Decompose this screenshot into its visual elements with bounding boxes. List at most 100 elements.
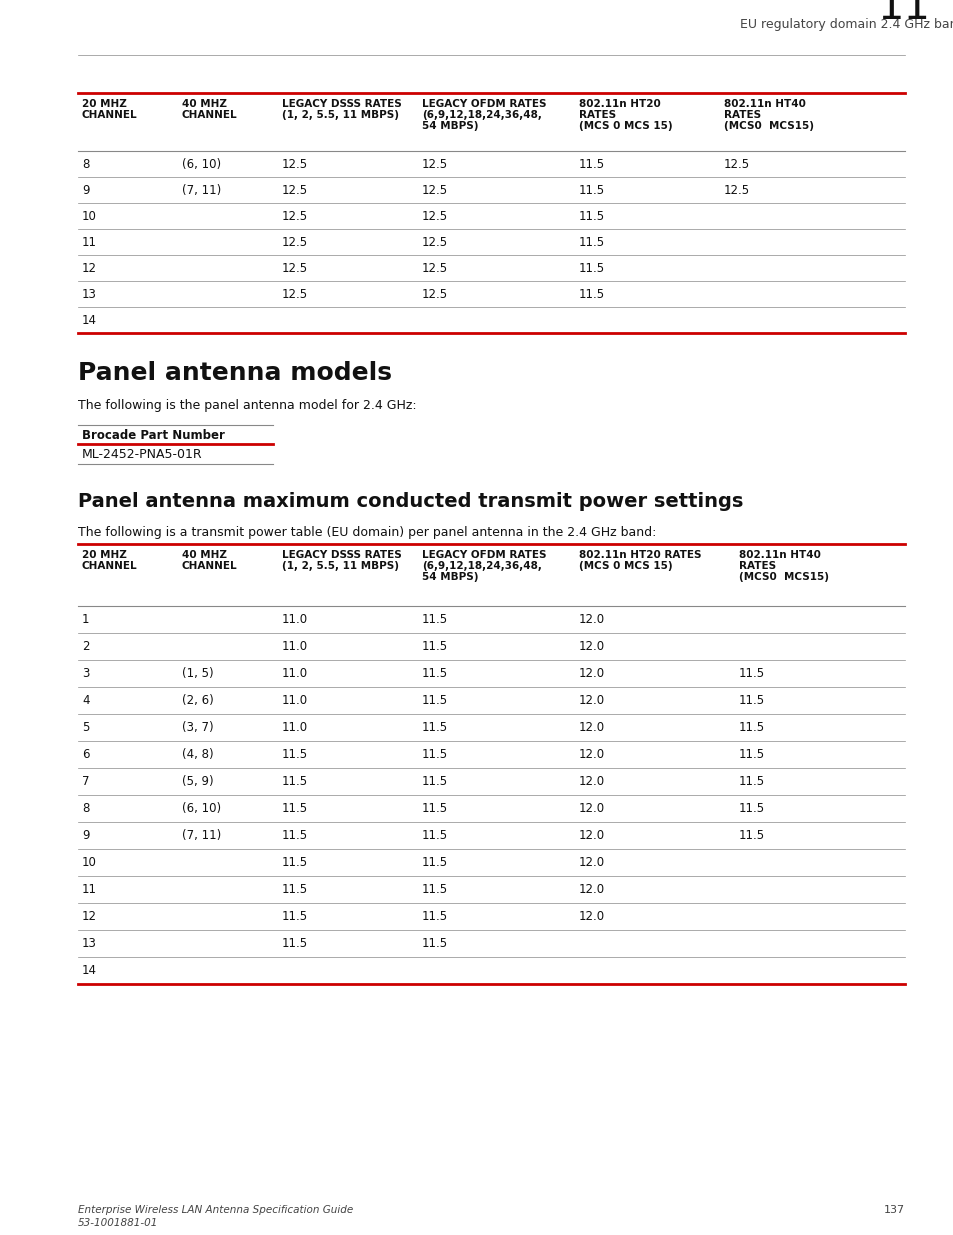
Text: 11.5: 11.5 [421,883,448,897]
Text: 11.5: 11.5 [421,721,448,734]
Text: (MCS0  MCS15): (MCS0 MCS15) [723,121,813,131]
Text: 12.5: 12.5 [421,184,448,198]
Text: (5, 9): (5, 9) [182,776,213,788]
Text: LEGACY DSSS RATES: LEGACY DSSS RATES [282,550,401,559]
Text: 11.5: 11.5 [282,802,308,815]
Text: 12.0: 12.0 [578,910,604,923]
Text: 12.5: 12.5 [421,288,448,301]
Text: 12.0: 12.0 [578,694,604,706]
Text: RATES: RATES [723,110,760,120]
Text: 10: 10 [82,856,97,869]
Text: Enterprise Wireless LAN Antenna Specification Guide: Enterprise Wireless LAN Antenna Specific… [78,1205,353,1215]
Text: 12.0: 12.0 [578,776,604,788]
Text: 11.5: 11.5 [282,937,308,950]
Text: 802.11n HT20: 802.11n HT20 [578,99,660,109]
Text: CHANNEL: CHANNEL [182,561,237,571]
Text: CHANNEL: CHANNEL [182,110,237,120]
Text: CHANNEL: CHANNEL [82,110,137,120]
Text: (6,9,12,18,24,36,48,: (6,9,12,18,24,36,48, [421,110,541,120]
Text: LEGACY DSSS RATES: LEGACY DSSS RATES [282,99,401,109]
Text: 11.5: 11.5 [739,776,764,788]
Text: 12.5: 12.5 [723,184,749,198]
Text: 12.0: 12.0 [578,883,604,897]
Text: 11: 11 [82,236,97,249]
Text: 8: 8 [82,802,90,815]
Text: 53-1001881-01: 53-1001881-01 [78,1218,158,1228]
Text: 20 MHZ: 20 MHZ [82,550,127,559]
Text: 12.0: 12.0 [578,667,604,680]
Text: (1, 2, 5.5, 11 MBPS): (1, 2, 5.5, 11 MBPS) [282,110,398,120]
Text: 802.11n HT40: 802.11n HT40 [723,99,805,109]
Text: 8: 8 [82,158,90,170]
Text: (6,9,12,18,24,36,48,: (6,9,12,18,24,36,48, [421,561,541,571]
Text: Panel antenna models: Panel antenna models [78,361,392,385]
Text: 12.5: 12.5 [282,236,308,249]
Text: 11.5: 11.5 [739,748,764,761]
Text: 11.5: 11.5 [421,829,448,842]
Text: 11.5: 11.5 [578,184,604,198]
Text: 11.5: 11.5 [421,856,448,869]
Text: 11.5: 11.5 [282,748,308,761]
Text: (2, 6): (2, 6) [182,694,213,706]
Text: 12.5: 12.5 [421,262,448,275]
Text: 11.5: 11.5 [739,667,764,680]
Text: 11.5: 11.5 [282,776,308,788]
Text: 11.5: 11.5 [421,667,448,680]
Text: 20 MHZ: 20 MHZ [82,99,127,109]
Text: 11.5: 11.5 [578,262,604,275]
Text: 12.5: 12.5 [421,210,448,224]
Text: 11.5: 11.5 [578,158,604,170]
Text: 12.5: 12.5 [282,158,308,170]
Text: Panel antenna maximum conducted transmit power settings: Panel antenna maximum conducted transmit… [78,492,742,511]
Text: 802.11n HT40: 802.11n HT40 [739,550,820,559]
Text: 14: 14 [82,314,97,327]
Text: 2: 2 [82,640,90,653]
Text: 11.0: 11.0 [282,694,308,706]
Text: 1: 1 [82,613,90,626]
Text: (6, 10): (6, 10) [182,802,221,815]
Text: 11.5: 11.5 [282,883,308,897]
Text: 12.0: 12.0 [578,748,604,761]
Text: (3, 7): (3, 7) [182,721,213,734]
Text: 9: 9 [82,829,90,842]
Text: (7, 11): (7, 11) [182,829,221,842]
Text: 11.5: 11.5 [739,721,764,734]
Text: 11.5: 11.5 [421,640,448,653]
Text: 11.0: 11.0 [282,721,308,734]
Text: 13: 13 [82,288,97,301]
Text: The following is the panel antenna model for 2.4 GHz:: The following is the panel antenna model… [78,399,416,412]
Text: 40 MHZ: 40 MHZ [182,550,227,559]
Text: 9: 9 [82,184,90,198]
Text: (6, 10): (6, 10) [182,158,221,170]
Text: 11.5: 11.5 [739,829,764,842]
Text: 12.5: 12.5 [282,210,308,224]
Text: 11.0: 11.0 [282,613,308,626]
Text: 12.5: 12.5 [282,288,308,301]
Text: 7: 7 [82,776,90,788]
Text: 6: 6 [82,748,90,761]
Text: 12.5: 12.5 [421,236,448,249]
Text: 12.0: 12.0 [578,802,604,815]
Text: 11.5: 11.5 [578,210,604,224]
Text: 12.5: 12.5 [421,158,448,170]
Text: 11.5: 11.5 [282,910,308,923]
Text: 54 MBPS): 54 MBPS) [421,572,478,582]
Text: 12.5: 12.5 [282,262,308,275]
Text: 12.0: 12.0 [578,613,604,626]
Text: (MCS0  MCS15): (MCS0 MCS15) [739,572,828,582]
Text: 40 MHZ: 40 MHZ [182,99,227,109]
Text: 802.11n HT20 RATES: 802.11n HT20 RATES [578,550,700,559]
Text: 11.5: 11.5 [421,910,448,923]
Text: (1, 5): (1, 5) [182,667,213,680]
Text: The following is a transmit power table (EU domain) per panel antenna in the 2.4: The following is a transmit power table … [78,526,656,538]
Text: 11: 11 [876,0,929,28]
Text: 137: 137 [882,1205,904,1215]
Text: 11.5: 11.5 [421,776,448,788]
Text: 11.5: 11.5 [739,694,764,706]
Text: RATES: RATES [739,561,776,571]
Text: 12.0: 12.0 [578,829,604,842]
Text: 11.0: 11.0 [282,640,308,653]
Text: 54 MBPS): 54 MBPS) [421,121,478,131]
Text: 12.0: 12.0 [578,640,604,653]
Text: 12.0: 12.0 [578,856,604,869]
